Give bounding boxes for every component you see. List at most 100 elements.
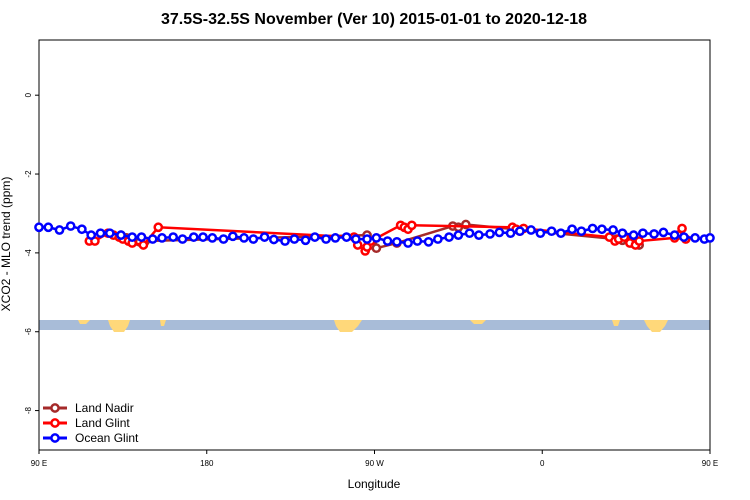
data-point [138,240,149,250]
data-point [239,233,249,243]
data-point [403,238,413,248]
data-point [705,233,715,243]
data-point [535,228,546,239]
coastline-band [39,320,710,332]
data-point [147,234,158,244]
data-point [371,243,382,254]
data-point [207,233,218,243]
data-point [567,224,577,235]
data-point [556,228,566,239]
data-point [198,232,208,242]
data-point [218,234,229,244]
data-point [77,224,87,235]
land-patch [644,320,668,332]
y-tick-label: -2 [24,170,33,178]
data-point [280,236,290,246]
data-point [104,228,115,239]
legend-marker [50,418,60,428]
data-point [371,233,382,243]
data-point [168,232,179,242]
data-point [485,229,495,239]
data-point [116,230,126,240]
data-point [464,228,475,239]
y-tick-label: 0 [24,92,33,97]
data-point [628,230,639,240]
chart-title: 37.5S-32.5S November (Ver 10) 2015-01-01… [161,11,587,28]
data-point [136,232,147,242]
data-point [188,232,199,242]
data-point [423,236,434,247]
x-tick-label: 90 E [702,459,718,468]
data-point [634,236,645,246]
legend-marker [50,403,60,413]
data-point [382,236,393,246]
data-point [608,225,618,235]
data-point [153,222,164,233]
data-point [638,228,648,239]
series-layer [34,219,715,256]
land-patch [78,320,90,324]
x-tick-label: 90 W [365,459,384,468]
legend-label: Ocean Glint [75,431,139,445]
x-tick-label: 180 [200,459,214,468]
data-point [515,226,525,237]
data-point [227,231,238,242]
y-tick-label: -6 [24,328,33,336]
data-point [669,230,680,240]
x-axis: 90 E 180 90 W 0 90 E [31,450,718,468]
land-patch [470,320,486,324]
data-point [43,222,54,233]
y-tick-label: -4 [24,249,33,257]
data-point [474,230,484,240]
land-patch [160,320,166,326]
data-point [526,225,536,235]
data-point [444,232,454,242]
land-patch [334,320,362,332]
data-point [406,220,417,231]
data-point [177,234,188,244]
y-tick-label: -8 [24,406,33,414]
x-tick-label: 90 E [31,459,47,468]
land-patch [612,320,620,326]
data-point [341,232,352,242]
data-point [412,236,423,246]
x-axis-label: Longitude [348,477,401,491]
data-point [330,233,341,243]
land-patch [108,320,130,332]
y-axis-label: XCO2 - MLO trend (ppm) [0,177,13,312]
data-point [505,228,516,239]
data-point [54,225,65,235]
data-point [248,234,259,244]
ocean-band [39,320,710,330]
data-point [679,232,689,242]
data-point [321,234,331,244]
data-point [649,229,659,239]
data-point [433,234,443,244]
legend-marker [50,433,60,443]
data-point [494,227,505,238]
legend-label: Land Nadir [75,401,134,415]
data-point [362,234,372,244]
data-point [127,232,138,242]
data-point [597,224,607,235]
data-point [95,228,106,239]
data-point [157,233,167,243]
data-point [351,234,361,244]
data-point [677,223,687,234]
data-point [617,228,628,239]
data-point [259,232,270,242]
legend-label: Land Glint [75,416,130,430]
data-point [453,230,464,240]
data-point [690,233,700,243]
data-point [300,235,311,246]
data-point [658,227,669,238]
x-tick-label: 0 [540,459,545,468]
data-point [65,221,76,231]
data-point [310,232,320,242]
data-point [289,234,300,244]
data-point [392,236,402,247]
y-axis: 0 -2 -4 -6 -8 [24,92,39,414]
